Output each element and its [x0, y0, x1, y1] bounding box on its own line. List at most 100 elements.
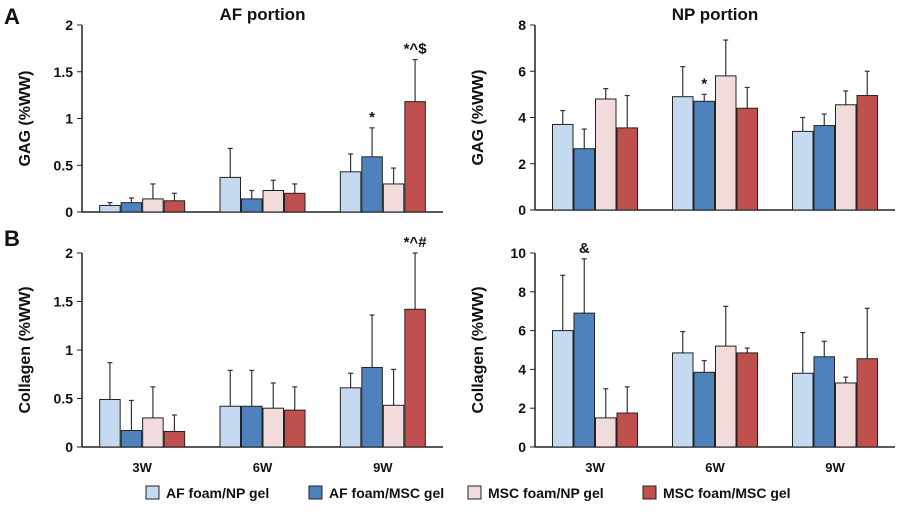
y-tick-label: 0: [65, 439, 73, 455]
x-tick-label: 9W: [825, 460, 845, 475]
bar: [835, 104, 857, 211]
significance-annotation: *^$: [404, 41, 428, 58]
bar: [715, 345, 737, 448]
bar: [715, 75, 737, 211]
x-tick-label: 3W: [132, 460, 152, 475]
bar: [672, 96, 694, 211]
bar: [813, 125, 835, 211]
y-tick-label: 0: [518, 439, 526, 455]
panel-label-a: A: [4, 4, 20, 29]
bar: [835, 382, 857, 448]
y-tick-label: 1: [65, 342, 73, 358]
bar: [219, 405, 241, 448]
significance-annotation: *: [369, 109, 375, 126]
chart-panel-1: NP portion GAG (%WW) 0 2 4 6 8 *: [470, 5, 895, 218]
y-tick-label: 0.5: [54, 391, 74, 407]
bar: [736, 107, 758, 211]
bar: [573, 148, 595, 211]
legend-label: AF foam/MSC gel: [329, 485, 444, 501]
bar: [284, 192, 306, 213]
y-tick-label: 8: [518, 17, 526, 33]
legend-label: MSC foam/MSC gel: [663, 485, 791, 501]
y-axis-label: GAG (%WW): [470, 70, 487, 166]
bar: [241, 198, 263, 213]
legend-label: AF foam/NP gel: [166, 485, 269, 501]
bar: [163, 200, 186, 213]
bar: [284, 409, 306, 448]
bar: [142, 417, 164, 448]
legend: AF foam/NP gel AF foam/MSC gel MSC foam/NP…: [145, 485, 791, 501]
bar: [404, 101, 426, 213]
bar: [120, 202, 143, 213]
chart-panel-3: Collagen (%WW) 0 2 4 6 8 10 3W 6W 9W &: [470, 240, 895, 475]
y-tick-label: 2: [518, 156, 526, 172]
y-tick-label: 10: [510, 245, 526, 261]
x-tick-label: 6W: [253, 460, 273, 475]
legend-swatch: [308, 485, 323, 500]
chart-panel-0: AF portion GAG (%WW) 0 0.5 1 1.5 2 * *^$: [17, 5, 443, 220]
bar: [856, 358, 878, 448]
bar: [693, 371, 715, 448]
bar: [792, 372, 814, 448]
y-tick-label: 6: [518, 323, 526, 339]
significance-annotation: *: [701, 75, 707, 92]
bar: [672, 352, 694, 448]
bar: [792, 130, 814, 211]
bar: [595, 98, 617, 211]
bar: [595, 417, 617, 448]
bar: [552, 330, 574, 448]
bar: [120, 430, 143, 448]
bar: [404, 308, 426, 448]
bar: [142, 198, 164, 213]
bar: [361, 366, 383, 448]
y-tick-label: 2: [65, 245, 73, 261]
y-tick-label: 0: [65, 204, 73, 220]
bar: [693, 100, 715, 211]
bar: [813, 356, 835, 448]
y-axis-label: Collagen (%WW): [470, 286, 487, 413]
y-tick-label: 0: [518, 202, 526, 218]
chart-title: NP portion: [672, 5, 759, 24]
significance-annotation: &: [579, 240, 590, 257]
y-tick-label: 1.5: [54, 64, 74, 80]
bar: [262, 189, 284, 213]
bar: [262, 407, 284, 448]
bar: [382, 404, 405, 448]
chart-panel-2: Collagen (%WW) 0 0.5 1 1.5 2 3W 6W 9W *^#: [17, 234, 443, 475]
y-tick-label: 4: [518, 110, 526, 126]
panel-label-b: B: [4, 226, 20, 251]
y-axis-label: Collagen (%WW): [17, 286, 34, 413]
chart-title: AF portion: [220, 5, 306, 24]
bar: [339, 387, 362, 448]
bar: [552, 123, 574, 211]
bar: [99, 398, 121, 448]
significance-annotation: *^#: [404, 234, 428, 251]
bar: [219, 176, 241, 213]
y-tick-label: 1: [65, 111, 73, 127]
y-tick-label: 8: [518, 284, 526, 300]
bar: [382, 183, 405, 213]
bar: [99, 204, 121, 213]
y-tick-label: 2: [518, 400, 526, 416]
y-tick-label: 2: [65, 17, 73, 33]
y-tick-label: 0.5: [54, 157, 74, 173]
y-tick-label: 1.5: [54, 294, 74, 310]
y-axis-label: GAG (%WW): [17, 71, 34, 167]
x-tick-label: 6W: [705, 460, 725, 475]
y-tick-label: 4: [518, 361, 526, 377]
legend-label: MSC foam/NP gel: [488, 485, 604, 501]
y-tick-label: 6: [518, 63, 526, 79]
bar: [339, 171, 362, 213]
legend-swatch: [145, 485, 160, 500]
bar: [361, 156, 383, 213]
bar: [241, 405, 263, 448]
bar: [616, 412, 638, 448]
legend-swatch: [642, 485, 657, 500]
bar: [163, 430, 186, 448]
x-tick-label: 9W: [373, 460, 393, 475]
bar: [736, 352, 758, 448]
x-tick-label: 3W: [585, 460, 605, 475]
bar: [616, 127, 638, 211]
bar: [856, 95, 878, 211]
